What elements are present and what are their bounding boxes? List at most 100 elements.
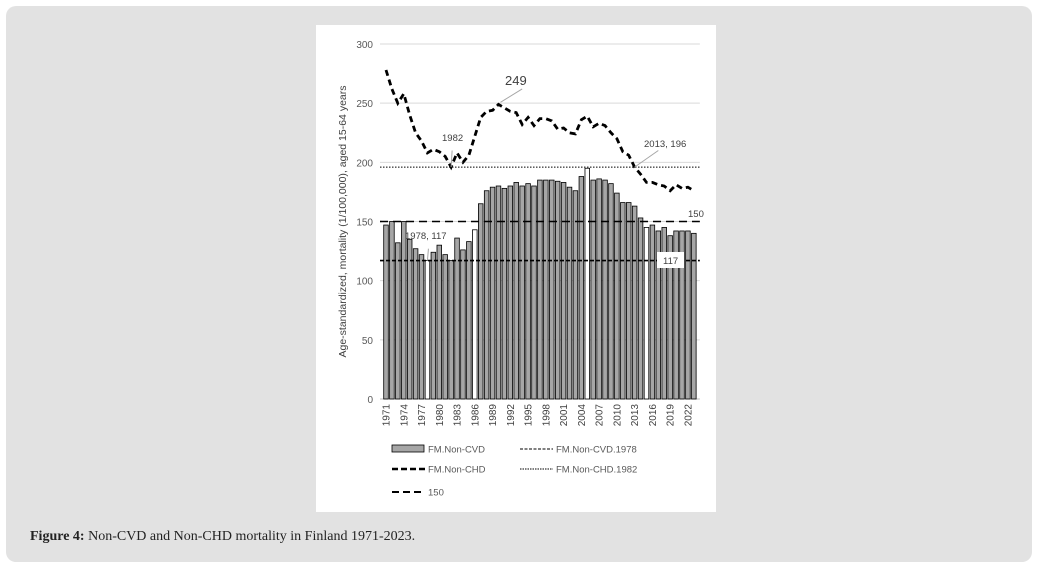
bar-2010 xyxy=(614,192,620,400)
bar-2023 xyxy=(691,232,697,400)
figure-caption: Figure 4: Non-CVD and Non-CHD mortality … xyxy=(30,529,415,545)
legend-label: FM.Non-CVD xyxy=(428,445,485,456)
annotation-leader xyxy=(500,88,523,103)
x-tick-label: 1974 xyxy=(399,404,410,427)
bar-1985 xyxy=(466,241,472,400)
annotation-leader xyxy=(426,248,429,261)
bar-2004 xyxy=(578,176,585,400)
bar-2022 xyxy=(685,230,691,400)
bar-2001 xyxy=(560,182,567,400)
bar-1987 xyxy=(478,203,484,400)
bar-2018 xyxy=(661,227,667,400)
bar-1983 xyxy=(454,237,460,400)
bar-2014 xyxy=(637,217,644,400)
y-tick-label: 50 xyxy=(362,336,374,347)
bar-1972 xyxy=(389,221,395,400)
bar-1990 xyxy=(495,185,502,400)
bar-1994 xyxy=(519,185,525,400)
annotation-peak: 249 xyxy=(505,73,527,88)
x-tick-label: 1980 xyxy=(435,404,446,427)
annotation-2013: 2013, 196 xyxy=(644,139,686,150)
legend-label: FM.Non-CVD.1978 xyxy=(556,445,637,456)
x-tick-label: 2004 xyxy=(577,404,588,427)
x-tick-label: 2022 xyxy=(683,404,694,427)
bar-1976 xyxy=(412,248,419,400)
y-tick-label: 100 xyxy=(356,277,373,288)
bar-2003 xyxy=(572,190,579,400)
bar-2005 xyxy=(584,167,590,400)
bar-1979 xyxy=(430,251,437,400)
annotation-leader xyxy=(450,150,453,168)
x-tick-label: 2007 xyxy=(595,404,606,427)
bar-1975 xyxy=(406,238,413,400)
legend-label: FM.Non-CHD.1982 xyxy=(556,465,637,476)
caption-label: Figure 4: xyxy=(30,529,85,544)
y-tick-label: 150 xyxy=(356,218,373,229)
bar-1974 xyxy=(401,221,407,400)
bar-1999 xyxy=(549,179,555,400)
x-tick-label: 2013 xyxy=(630,404,641,427)
annotation-1978: 1978, 117 xyxy=(405,231,447,242)
x-tick-label: 1998 xyxy=(541,404,552,427)
y-axis-label: Age-standardized, mortality (1/100,000),… xyxy=(337,86,349,358)
x-tick-label: 2001 xyxy=(559,404,570,427)
bar-1973 xyxy=(395,242,401,400)
x-tick-label: 1983 xyxy=(453,404,464,427)
bar-2011 xyxy=(620,202,626,400)
bar-2015 xyxy=(643,227,650,400)
x-tick-label: 1977 xyxy=(417,404,428,427)
annotation-150: 150 xyxy=(688,209,704,220)
x-tick-label: 1995 xyxy=(524,404,535,427)
y-tick-label: 250 xyxy=(356,99,373,110)
bar-2020 xyxy=(673,230,679,400)
x-tick-label: 2019 xyxy=(666,404,677,427)
bar-1982 xyxy=(448,260,454,400)
chart-container: 0 50 100 150 200 250 300 Age-standardized, mort… xyxy=(316,25,716,512)
x-tick-label: 2016 xyxy=(648,404,659,427)
line-non-chd xyxy=(384,69,695,193)
bar-1984 xyxy=(460,249,466,400)
bar-2000 xyxy=(554,180,561,400)
bar-1993 xyxy=(513,182,519,400)
bar-1989 xyxy=(489,186,496,400)
annotation-117: 117 xyxy=(663,256,678,267)
bar-2012 xyxy=(626,202,632,400)
bar-1998 xyxy=(543,179,549,400)
bar-2016 xyxy=(649,224,656,400)
bar-2008 xyxy=(602,179,608,400)
x-tick-label: 1971 xyxy=(382,404,393,427)
y-tick-label: 300 xyxy=(356,40,373,51)
bar-1977 xyxy=(418,254,425,400)
annotation-leader xyxy=(634,150,659,168)
y-tick-label: 200 xyxy=(356,158,373,169)
y-tick-label: 0 xyxy=(367,395,373,406)
bar-1997 xyxy=(537,179,543,400)
bar-1980 xyxy=(436,244,442,400)
bar-1996 xyxy=(531,185,537,400)
bar-2007 xyxy=(596,178,602,400)
bar-1978 xyxy=(424,260,431,400)
bar-1995 xyxy=(525,183,531,400)
x-tick-label: 1986 xyxy=(470,404,481,427)
bar-2017 xyxy=(655,230,662,400)
bar-2013 xyxy=(631,205,638,400)
x-tick-label: 1989 xyxy=(488,404,499,427)
bar-2002 xyxy=(566,186,573,400)
bar-2021 xyxy=(679,230,685,400)
bar-2006 xyxy=(590,179,596,400)
x-tick-label: 2010 xyxy=(612,404,623,427)
bar-1991 xyxy=(501,187,508,400)
mortality-chart: 0 50 100 150 200 250 300 Age-standardized, mort… xyxy=(337,40,704,499)
bar-1988 xyxy=(483,190,490,400)
legend-label: FM.Non-CHD xyxy=(428,465,486,476)
bar-1986 xyxy=(472,229,478,400)
bar-2009 xyxy=(608,183,614,400)
annotation-1982: 1982 xyxy=(442,133,463,144)
bar-1981 xyxy=(442,254,448,400)
annotation-117-box xyxy=(657,252,684,268)
legend-swatch xyxy=(391,444,425,453)
caption-text: Non-CVD and Non-CHD mortality in Finland… xyxy=(84,529,416,544)
legend-label: 150 xyxy=(428,488,444,499)
x-tick-label: 1992 xyxy=(506,404,517,427)
bar-1971 xyxy=(383,224,389,400)
